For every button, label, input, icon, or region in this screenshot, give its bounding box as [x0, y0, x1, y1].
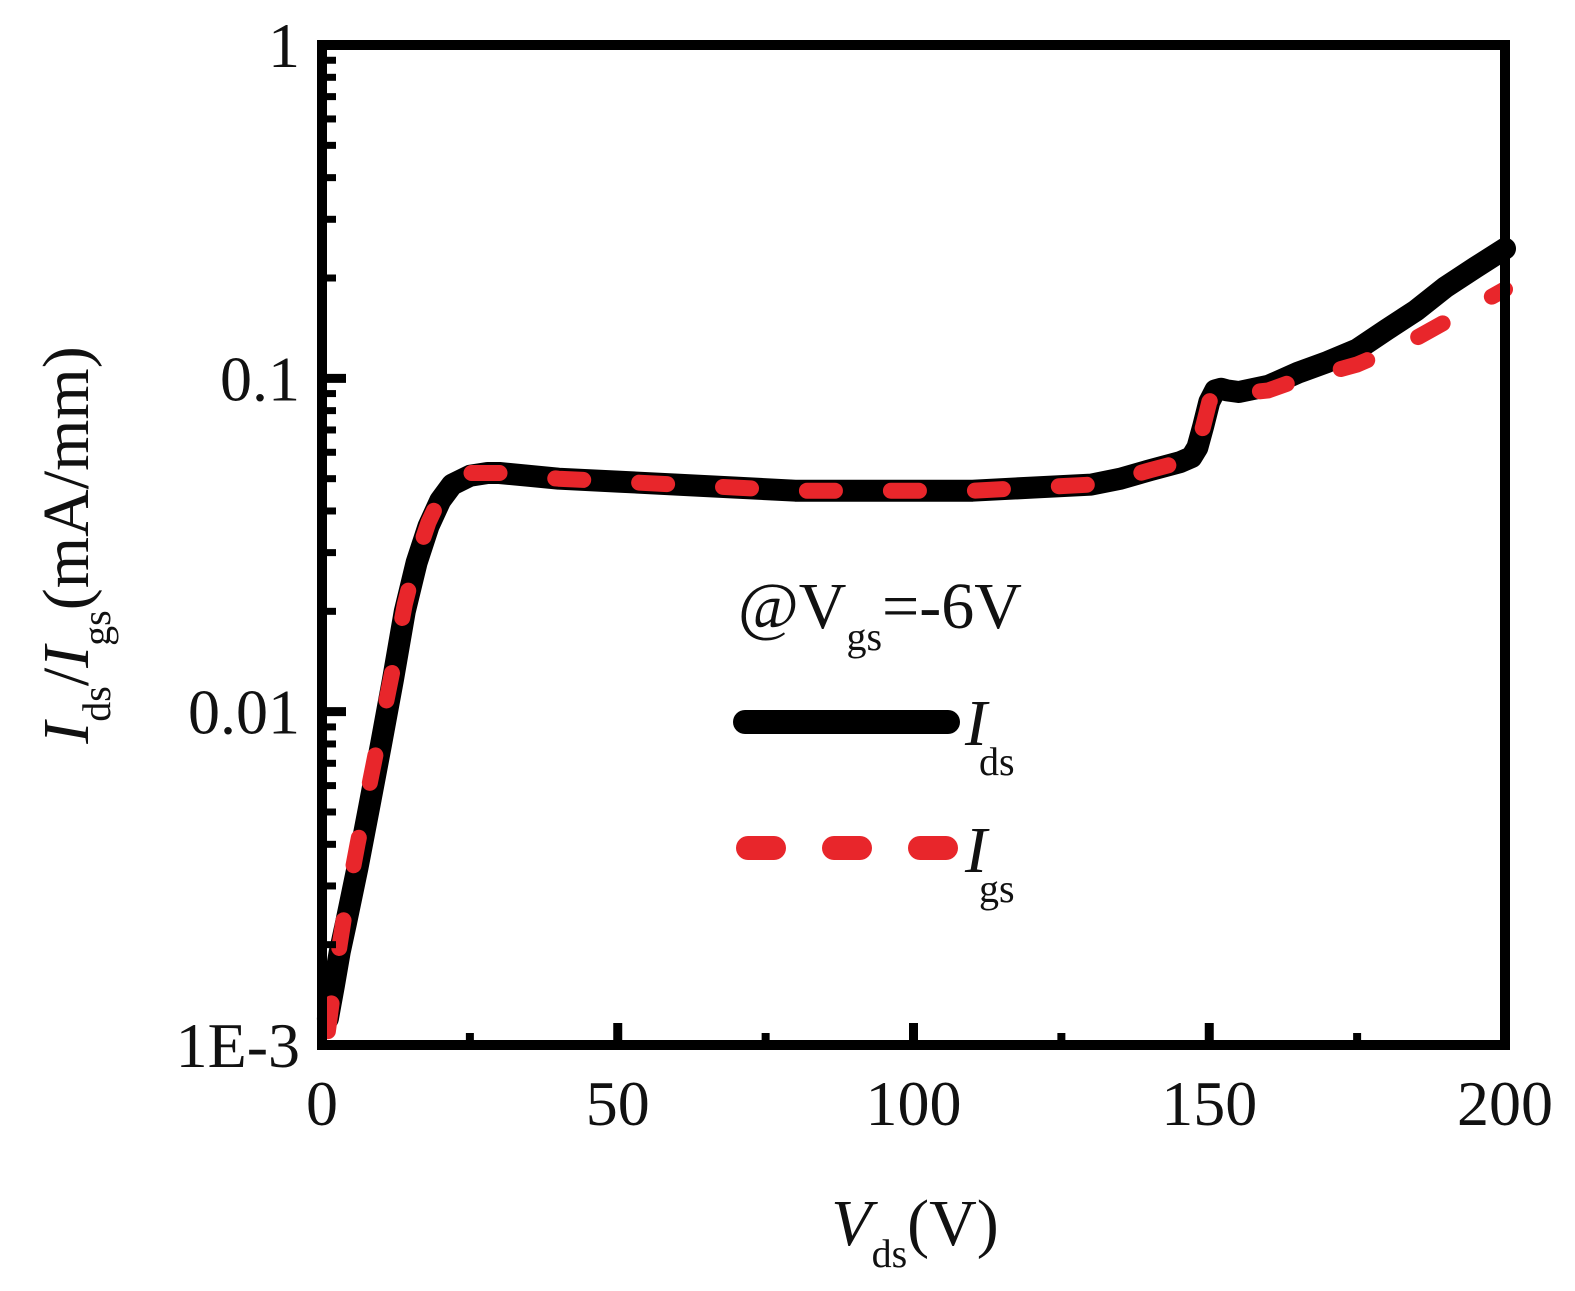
- y-tick-label: 0.1: [220, 343, 300, 414]
- y-axis-label: Ids/Igs(mA/mm): [30, 346, 119, 744]
- x-tick-label: 0: [306, 1068, 338, 1139]
- plot-lines: [316, 237, 1516, 1040]
- x-tick-label: 50: [586, 1068, 650, 1139]
- x-tick-label: 150: [1161, 1068, 1257, 1139]
- y-tick-label: 1: [268, 10, 300, 81]
- axis-ticks: [317, 40, 1510, 1050]
- y-tick-label: 1E-3: [176, 1010, 300, 1081]
- axis-tick-labels: 0 50 100 150 200 1E-3 0.01 0.1 1: [176, 10, 1553, 1139]
- x-axis-label: Vds(V): [831, 1187, 999, 1276]
- x-tick-label: 200: [1457, 1068, 1553, 1139]
- bias-annotation: @Vgs=-6V: [738, 570, 1022, 659]
- y-tick-label: 0.01: [188, 677, 300, 748]
- x-tick-label: 100: [866, 1068, 962, 1139]
- plot-frame: [317, 40, 1510, 1050]
- series-line-igs: [319, 281, 1513, 1040]
